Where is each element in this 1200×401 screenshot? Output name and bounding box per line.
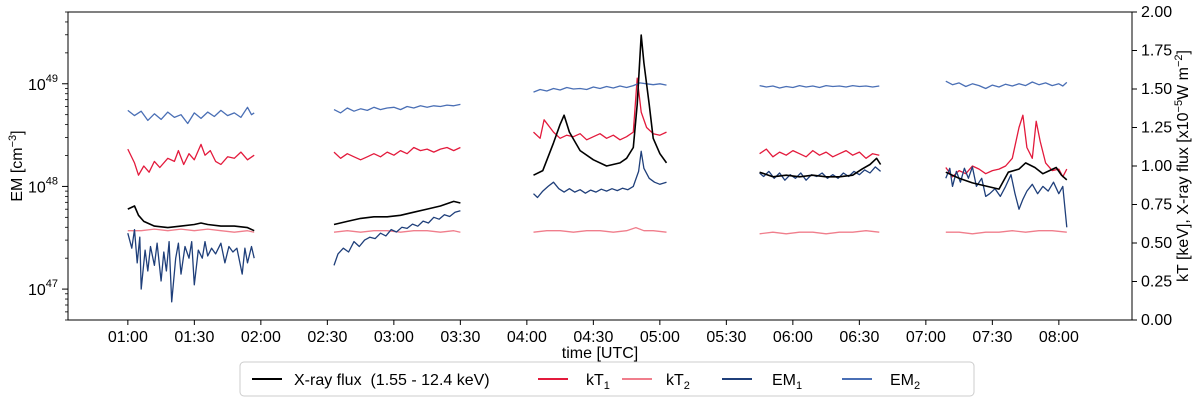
series-line-kt2-segment-1 bbox=[127, 228, 255, 233]
plot-background bbox=[68, 12, 1132, 320]
y-right-tick-label: 1.75 bbox=[1141, 43, 1172, 60]
x-tick-label: 06:30 bbox=[839, 329, 879, 346]
y-right-tick-label: 1.25 bbox=[1141, 120, 1172, 137]
x-tick-label: 06:00 bbox=[773, 329, 813, 346]
x-axis: 01:00 01:30 02:00 02:30 03:00 03:30 04:00 04:30… bbox=[108, 320, 1079, 346]
series-line-xray-segment-2 bbox=[333, 200, 461, 226]
series-line-em1-segment-3 bbox=[533, 150, 667, 199]
series-line-kt1-segment-1 bbox=[127, 143, 255, 176]
x-tick-label: 08:00 bbox=[1039, 329, 1079, 346]
series-line-em1-segment-4 bbox=[759, 166, 882, 181]
series-line-xray-segment-1 bbox=[127, 205, 255, 232]
legend-frame bbox=[239, 361, 975, 397]
legend-label-kt1: kT1 bbox=[586, 372, 610, 392]
y-axis-left: 1047 1048 1049 bbox=[28, 11, 68, 321]
x-tick-label: 07:00 bbox=[906, 329, 946, 346]
series-line-kt2-segment-2 bbox=[333, 230, 461, 233]
y-right-tick-label: 0.25 bbox=[1141, 274, 1172, 291]
y-right-tick-label: 1.50 bbox=[1141, 81, 1172, 98]
x-tick-label: 01:30 bbox=[174, 329, 214, 346]
series-line-kt1-segment-4 bbox=[759, 148, 880, 159]
x-axis-label: time [UTC] bbox=[562, 345, 638, 362]
series-line-em1-segment-2 bbox=[333, 210, 461, 266]
x-tick-label: 03:00 bbox=[374, 329, 414, 346]
x-tick-label: 07:30 bbox=[972, 329, 1012, 346]
y-right-tick-label: 2.00 bbox=[1141, 4, 1172, 21]
y-left-tick-label: 1049 bbox=[28, 73, 58, 94]
x-tick-label: 05:30 bbox=[706, 329, 746, 346]
series-line-em2-segment-5 bbox=[945, 80, 1068, 90]
y-left-tick-label: 1048 bbox=[28, 175, 58, 196]
legend-label-xray: X-ray flux (1.55 - 12.4 keV) bbox=[294, 372, 490, 389]
series-line-kt2-segment-5 bbox=[945, 230, 1067, 235]
series-line-kt1-segment-2 bbox=[333, 146, 461, 161]
x-tick-label: 01:00 bbox=[108, 329, 148, 346]
x-tick-label: 04:00 bbox=[507, 329, 547, 346]
x-tick-label: 04:30 bbox=[573, 329, 613, 346]
series-line-kt1-segment-5 bbox=[945, 114, 1068, 178]
series-line-em1-segment-1 bbox=[127, 228, 255, 303]
series-line-em1-segment-5 bbox=[945, 166, 1068, 228]
legend: X-ray flux (1.55 - 12.4 keV) kT1 kT2 EM1… bbox=[239, 361, 975, 397]
x-tick-label: 02:00 bbox=[241, 329, 281, 346]
x-tick-label: 02:30 bbox=[307, 329, 347, 346]
series-line-em2-segment-2 bbox=[333, 103, 461, 114]
x-tick-label: 03:30 bbox=[440, 329, 480, 346]
y-left-tick-label: 1047 bbox=[28, 278, 58, 299]
series-line-xray-segment-3 bbox=[533, 34, 668, 176]
series-line-em2-segment-1 bbox=[127, 106, 255, 125]
legend-label-em1: EM1 bbox=[772, 372, 802, 392]
y-right-tick-label: 0.50 bbox=[1141, 235, 1172, 252]
series-line-kt2-segment-4 bbox=[759, 230, 880, 235]
series-line-em2-segment-3 bbox=[533, 82, 667, 93]
legend-label-kt2: kT2 bbox=[666, 372, 690, 392]
series-layer bbox=[127, 34, 1068, 303]
series-line-em2-segment-4 bbox=[759, 84, 880, 89]
y-right-tick-label: 0.75 bbox=[1141, 197, 1172, 214]
y-right-tick-label: 0.00 bbox=[1141, 312, 1172, 329]
y-axis-left-label: EM [cm−3] bbox=[7, 130, 26, 201]
y-right-tick-label: 1.00 bbox=[1141, 158, 1172, 175]
x-tick-label: 05:00 bbox=[640, 329, 680, 346]
legend-label-em2: EM2 bbox=[890, 372, 920, 392]
y-axis-right-label: kT [keV], X-ray flux [x10−5W m−2] bbox=[1173, 50, 1192, 282]
series-line-xray-segment-4 bbox=[759, 157, 882, 178]
series-line-kt2-segment-3 bbox=[533, 226, 667, 233]
series-line-xray-segment-5 bbox=[945, 162, 1068, 190]
y-axis-right: 0.00 0.25 0.50 0.75 1.00 1.25 1.50 1.75 2.00 bbox=[1132, 4, 1172, 329]
